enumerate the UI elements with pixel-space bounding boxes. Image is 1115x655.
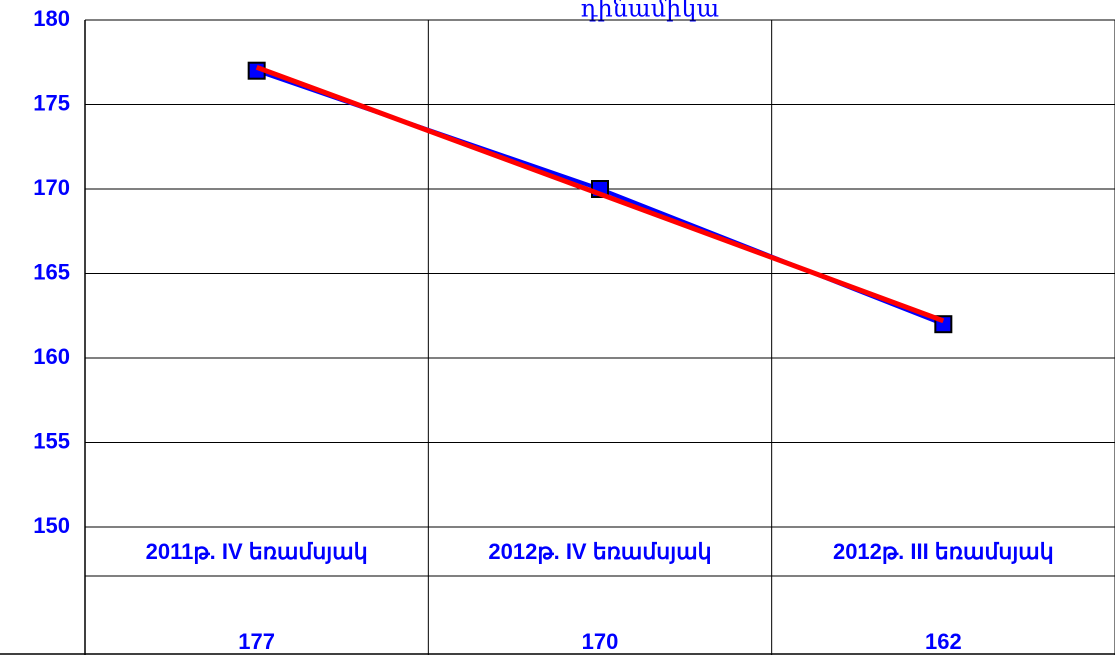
y-tick-label: 175	[33, 90, 70, 115]
table-value: 170	[582, 629, 619, 654]
y-tick-label: 165	[33, 259, 70, 284]
x-tick-label: 2011թ. IV եռամսյակ	[146, 539, 368, 564]
chart-title: դինամիկա	[581, 0, 719, 23]
y-tick-label: 180	[33, 6, 70, 31]
y-tick-label: 170	[33, 175, 70, 200]
y-tick-label: 160	[33, 344, 70, 369]
y-tick-label: 155	[33, 428, 70, 453]
x-tick-label: 2012թ. III եռամսյակ	[833, 539, 1054, 564]
x-tick-label: 2012թ. IV եռամսյակ	[488, 539, 711, 564]
trendline	[255, 64, 945, 324]
table-value: 162	[925, 629, 962, 654]
y-tick-label: 150	[33, 513, 70, 538]
table-value: 177	[238, 629, 275, 654]
